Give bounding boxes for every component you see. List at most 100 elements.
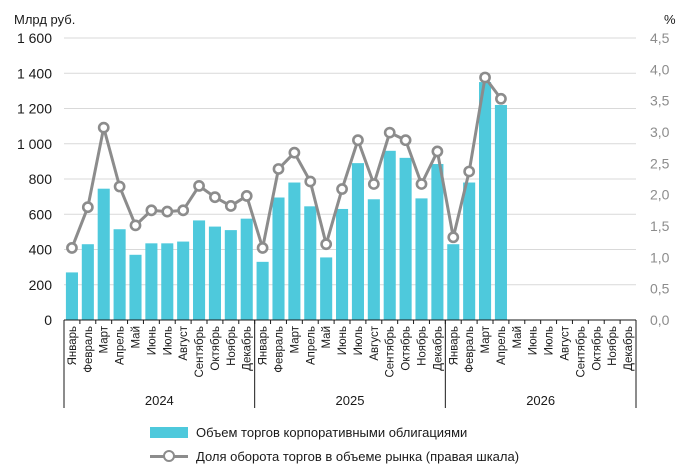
line-marker: [336, 183, 348, 195]
bar: [97, 188, 110, 320]
line-marker: [161, 205, 174, 218]
month-label: Июнь: [528, 326, 540, 355]
bar: [447, 244, 460, 320]
bar: [145, 243, 158, 320]
line-marker: [272, 163, 285, 175]
month-label: Сентябрь: [385, 326, 397, 378]
line-series: [66, 71, 507, 254]
right-tick-label: 2,0: [650, 187, 670, 203]
bar: [336, 208, 349, 320]
left-tick-label: 1 200: [17, 101, 52, 117]
bar: [129, 254, 142, 320]
month-label: Август: [369, 325, 381, 360]
right-tick-label: 3,5: [650, 93, 670, 109]
right-tick-label: 4,0: [650, 61, 670, 77]
right-axis-label: %: [664, 12, 676, 27]
month-label: Март: [289, 325, 301, 353]
line-marker: [367, 178, 380, 190]
right-tick-label: 1,5: [650, 218, 670, 234]
line-marker: [66, 242, 78, 254]
month-label: Октябрь: [591, 326, 603, 371]
bar: [304, 206, 317, 320]
right-tick-label: 0,0: [650, 312, 670, 328]
left-tick-label: 1 000: [17, 136, 52, 152]
month-label: Июнь: [146, 326, 158, 355]
month-label: Январь: [67, 326, 79, 365]
left-tick-label: 600: [29, 206, 53, 222]
line-marker: [447, 231, 460, 244]
month-label: Ноябрь: [226, 326, 238, 366]
bar: [288, 182, 301, 320]
left-tick-label: 0: [44, 312, 52, 328]
month-label: Август: [560, 325, 572, 360]
bar: [65, 272, 78, 320]
bar: [431, 164, 444, 320]
year-label: 2024: [145, 393, 174, 408]
bar: [161, 243, 174, 320]
month-label: Август: [178, 325, 190, 360]
year-label: 2025: [336, 393, 365, 408]
month-label: Июль: [162, 326, 174, 355]
bar: [177, 241, 190, 320]
bar: [113, 229, 126, 320]
month-label: Октябрь: [401, 326, 413, 371]
legend-bar-swatch: [150, 426, 188, 438]
bar: [399, 157, 412, 320]
gridlines: [64, 37, 636, 286]
bar: [383, 150, 396, 320]
month-label: Апрель: [496, 326, 508, 365]
x-axis-labels: Январь Февраль Март Апрель Май Июнь Июль Август…: [63, 320, 637, 408]
bar: [208, 226, 221, 320]
left-tick-label: 200: [29, 277, 53, 293]
line-marker: [224, 200, 237, 212]
legend-item-bars: Объем торгов корпоративными облигациями: [150, 420, 519, 444]
line-marker: [113, 180, 126, 193]
line-marker: [463, 165, 476, 178]
bar: [193, 220, 206, 320]
line-marker: [256, 242, 269, 254]
legend-label-bars: Объем торгов корпоративными облигациями: [196, 424, 468, 440]
legend: Объем торгов корпоративными облигациями …: [150, 420, 519, 468]
left-axis-label: Млрд руб.: [14, 12, 76, 27]
line-marker: [209, 191, 221, 204]
line-marker: [495, 92, 507, 105]
month-label: Март: [99, 325, 111, 353]
line-marker: [431, 145, 444, 158]
left-tick-label: 400: [29, 242, 53, 258]
share-line: [70, 75, 503, 250]
right-tick-label: 3,0: [650, 124, 670, 140]
bar: [224, 230, 237, 320]
bar: [256, 261, 269, 320]
bar: [81, 244, 94, 320]
right-tick-label: 4,5: [650, 30, 670, 46]
month-label: Июль: [544, 326, 556, 355]
line-marker: [352, 134, 364, 147]
legend-line-swatch: [150, 449, 188, 463]
line-marker: [177, 204, 190, 217]
month-label: Ноябрь: [417, 326, 429, 366]
bar: [272, 197, 285, 320]
month-label: Сентябрь: [194, 326, 206, 378]
bar: [320, 257, 333, 320]
line-marker: [415, 178, 428, 190]
month-label: Январь: [448, 326, 460, 365]
line-marker: [145, 204, 158, 217]
line-marker: [129, 219, 142, 232]
year-label: 2026: [526, 393, 555, 408]
bar: [240, 218, 253, 320]
month-label: Июль: [353, 326, 365, 355]
month-label: Ноябрь: [607, 326, 619, 366]
month-label: Май: [131, 326, 143, 349]
month-label: Январь: [258, 326, 270, 365]
month-label: Май: [321, 326, 333, 349]
month-label: Июнь: [337, 326, 349, 355]
month-label: Декабрь: [242, 326, 254, 371]
legend-item-line: Доля оборота торгов в объеме рынка (прав…: [150, 444, 519, 468]
month-label: Февраль: [274, 326, 286, 373]
month-label: Май: [512, 326, 524, 349]
bar-series: [65, 82, 507, 320]
month-label: Апрель: [305, 326, 317, 365]
right-tick-label: 0,5: [650, 281, 670, 297]
month-label: Март: [480, 325, 492, 353]
